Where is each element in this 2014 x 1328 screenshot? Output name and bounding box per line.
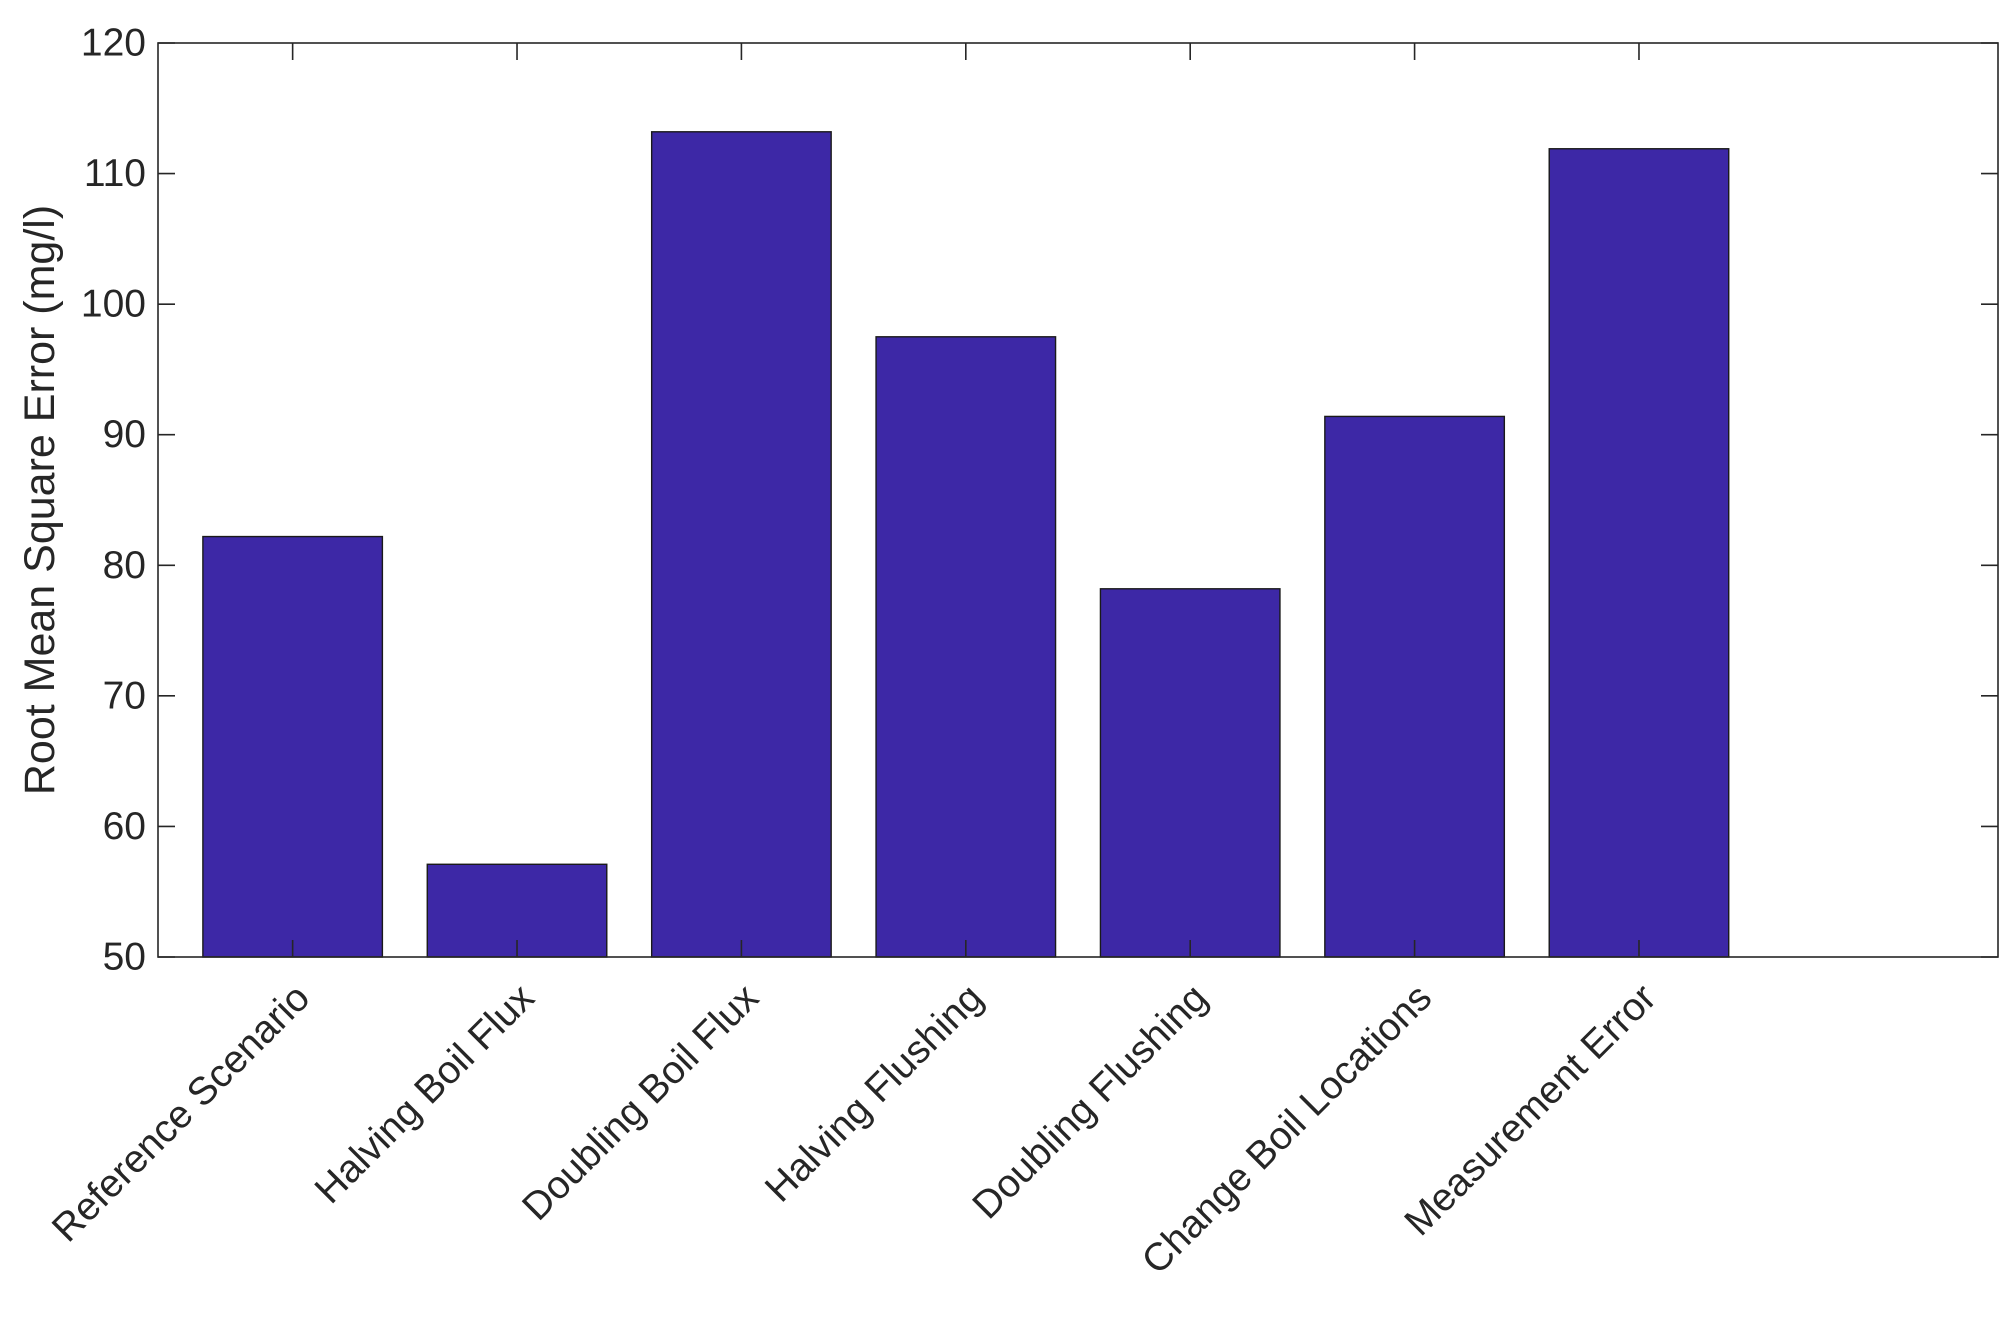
y-axis-label: Root Mean Square Error (mg/l) [16,205,64,795]
y-tick-label: 100 [81,283,146,326]
y-tick-label: 70 [103,674,146,717]
bar-doubling-flushing [1099,588,1281,958]
plot-frame [157,42,1999,958]
bar-reference-scenario [202,535,384,958]
y-tick-labels: 50 60 70 80 90 100 110 120 [81,22,146,979]
y-tick-label: 60 [103,805,146,848]
y-tick-label: 50 [103,936,146,979]
y-tick-label: 110 [84,152,146,195]
ticks-group [158,42,1998,958]
y-tick-label: 90 [103,413,146,456]
y-tick-label: 80 [103,544,146,587]
bar-halving-flushing [875,336,1057,958]
bars-group [202,131,1730,958]
bar-change-boil-locations [1324,415,1506,958]
bar-doubling-boil-flux [650,131,832,958]
y-tick-label: 120 [81,22,146,65]
bar-measurement-error [1548,148,1730,958]
